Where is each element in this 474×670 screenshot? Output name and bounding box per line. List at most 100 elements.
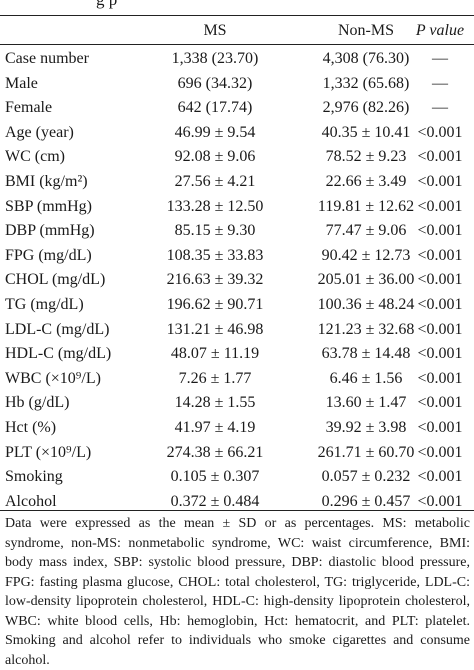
p-value: <0.001 xyxy=(417,296,463,313)
non-ms-value: 205.01 ± 36.00 xyxy=(317,271,415,289)
table-row: DBP (mmHg) 85.15 ± 9.30 77.47 ± 9.06 <0.001 xyxy=(0,219,474,242)
non-ms-value: 0.296 ± 0.457 xyxy=(321,492,411,510)
table-row: Alcohol 0.372 ± 0.484 0.296 ± 0.457 <0.001 xyxy=(0,490,474,513)
ms-value: 0.105 ± 0.307 xyxy=(170,468,260,486)
p-value: <0.001 xyxy=(417,246,463,264)
table-row: Hct (%) 41.97 ± 4.19 39.92 ± 3.98 <0.001 xyxy=(0,416,474,439)
row-label: CHOL (mg/dL) xyxy=(5,271,106,289)
table-row: Case number 1,338 (23.70) 4,308 (76.30) — xyxy=(0,47,474,70)
p-value: — xyxy=(432,74,448,92)
non-ms-value: 4,308 (76.30) xyxy=(322,50,410,67)
table-row: Smoking 0.105 ± 0.307 0.057 ± 0.232 <0.001 xyxy=(0,465,474,488)
p-value: <0.001 xyxy=(417,173,463,190)
row-label: WC (cm) xyxy=(5,148,65,166)
header-cell-non-ms: Non-MS xyxy=(337,22,394,39)
row-label: FPG (mg/dL) xyxy=(5,246,92,264)
table-row: TG (mg/dL) 196.62 ± 90.71 100.36 ± 48.24 <0… xyxy=(0,293,474,316)
non-ms-value: 261.71 ± 60.70 xyxy=(317,443,415,461)
non-ms-value: 63.78 ± 14.48 xyxy=(321,345,411,363)
table-row: Male 696 (34.32) 1,332 (65.68) — xyxy=(0,72,474,95)
table-row: Age (year) 46.99 ± 9.54 40.35 ± 10.41 <0.00… xyxy=(0,121,474,144)
table-row: Female 642 (17.74) 2,976 (82.26) — xyxy=(0,96,474,119)
row-label: BMI (kg/m²) xyxy=(5,173,88,190)
non-ms-value: 100.36 ± 48.24 xyxy=(317,296,415,313)
p-value: <0.001 xyxy=(417,443,463,461)
ms-value: 85.15 ± 9.30 xyxy=(174,222,256,240)
row-label: LDL-C (mg/dL) xyxy=(5,320,110,338)
p-value: — xyxy=(432,99,448,117)
table-caption-cut: g p xyxy=(0,0,474,9)
ms-value: 0.372 ± 0.484 xyxy=(170,492,260,510)
table-row: WBC (×10⁹/L) 7.26 ± 1.77 6.46 ± 1.56 <0.001 xyxy=(0,367,474,390)
non-ms-value: 39.92 ± 3.98 xyxy=(325,419,407,436)
p-value: <0.001 xyxy=(417,197,463,215)
p-value: <0.001 xyxy=(417,419,463,436)
table-footnote: Data were expressed as the mean ± SD or … xyxy=(5,516,470,668)
p-value: — xyxy=(432,50,448,67)
p-value: <0.001 xyxy=(417,369,463,387)
table-row: SBP (mmHg) 133.28 ± 12.50 119.81 ± 12.62 <0… xyxy=(0,195,474,218)
header-row: MS Non-MS P value xyxy=(0,19,474,42)
ms-value: 642 (17.74) xyxy=(177,99,253,117)
p-value: <0.001 xyxy=(417,345,463,363)
bottom-rule xyxy=(0,510,474,511)
row-label: HDL-C (mg/dL) xyxy=(5,345,112,363)
header-cell-ms: MS xyxy=(203,22,227,39)
row-label: TG (mg/dL) xyxy=(5,296,84,313)
non-ms-value: 78.52 ± 9.23 xyxy=(325,148,407,166)
table-row: FPG (mg/dL) 108.35 ± 33.83 90.42 ± 12.73 <0… xyxy=(0,244,474,267)
non-ms-value: 0.057 ± 0.232 xyxy=(321,468,411,486)
non-ms-value: 77.47 ± 9.06 xyxy=(325,222,407,240)
header-rule xyxy=(0,44,474,45)
row-label: DBP (mmHg) xyxy=(5,222,95,240)
p-value: <0.001 xyxy=(417,148,463,166)
row-label: Case number xyxy=(5,50,89,67)
row-label: SBP (mmHg) xyxy=(5,197,92,215)
p-value: <0.001 xyxy=(417,123,463,141)
table-row: CHOL (mg/dL) 216.63 ± 39.32 205.01 ± 36.00… xyxy=(0,268,474,291)
p-value: <0.001 xyxy=(417,468,463,486)
ms-value: 216.63 ± 39.32 xyxy=(166,271,264,289)
table-row: WC (cm) 92.08 ± 9.06 78.52 ± 9.23 <0.001 xyxy=(0,145,474,168)
row-label: WBC (×10⁹/L) xyxy=(5,369,101,387)
non-ms-value: 40.35 ± 10.41 xyxy=(321,123,411,141)
table-row: LDL-C (mg/dL) 131.21 ± 46.98 121.23 ± 32.6… xyxy=(0,318,474,341)
ms-value: 14.28 ± 1.55 xyxy=(174,394,256,412)
p-value: <0.001 xyxy=(417,271,463,289)
ms-value: 196.62 ± 90.71 xyxy=(166,296,264,313)
ms-value: 131.21 ± 46.98 xyxy=(166,320,264,338)
p-value: <0.001 xyxy=(417,222,463,240)
ms-value: 274.38 ± 66.21 xyxy=(166,443,264,461)
ms-value: 41.97 ± 4.19 xyxy=(174,419,256,436)
table-row: HDL-C (mg/dL) 48.07 ± 11.19 63.78 ± 14.48 <… xyxy=(0,342,474,365)
non-ms-value: 90.42 ± 12.73 xyxy=(321,246,411,264)
row-label: Smoking xyxy=(5,468,63,486)
table-row: Hb (g/dL) 14.28 ± 1.55 13.60 ± 1.47 <0.001 xyxy=(0,391,474,414)
row-label: Female xyxy=(5,99,53,117)
non-ms-value: 1,332 (65.68) xyxy=(322,74,410,92)
ms-value: 92.08 ± 9.06 xyxy=(174,148,256,166)
ms-value: 108.35 ± 33.83 xyxy=(166,246,264,264)
table-caption-fragment: g p xyxy=(96,0,117,9)
row-label: Alcohol xyxy=(5,492,57,510)
non-ms-value: 119.81 ± 12.62 xyxy=(317,197,415,215)
non-ms-value: 6.46 ± 1.56 xyxy=(329,369,403,387)
ms-value: 27.56 ± 4.21 xyxy=(174,173,256,190)
ms-value: 133.28 ± 12.50 xyxy=(166,197,264,215)
top-rule xyxy=(0,15,474,16)
ms-value: 48.07 ± 11.19 xyxy=(170,345,260,363)
non-ms-value: 13.60 ± 1.47 xyxy=(325,394,407,412)
ms-value: 1,338 (23.70) xyxy=(171,50,259,67)
non-ms-value: 121.23 ± 32.68 xyxy=(317,320,415,338)
ms-value: 696 (34.32) xyxy=(177,74,253,92)
ms-value: 46.99 ± 9.54 xyxy=(174,123,256,141)
row-label: Hb (g/dL) xyxy=(5,394,70,412)
row-label: Hct (%) xyxy=(5,419,57,436)
row-label: PLT (×10⁹/L) xyxy=(5,443,92,461)
table-row: BMI (kg/m²) 27.56 ± 4.21 22.66 ± 3.49 <0.00… xyxy=(0,170,474,193)
non-ms-value: 2,976 (82.26) xyxy=(322,99,410,117)
p-value: <0.001 xyxy=(417,394,463,412)
non-ms-value: 22.66 ± 3.49 xyxy=(325,173,407,190)
row-label: Male xyxy=(5,74,38,92)
ms-value: 7.26 ± 1.77 xyxy=(178,369,252,387)
